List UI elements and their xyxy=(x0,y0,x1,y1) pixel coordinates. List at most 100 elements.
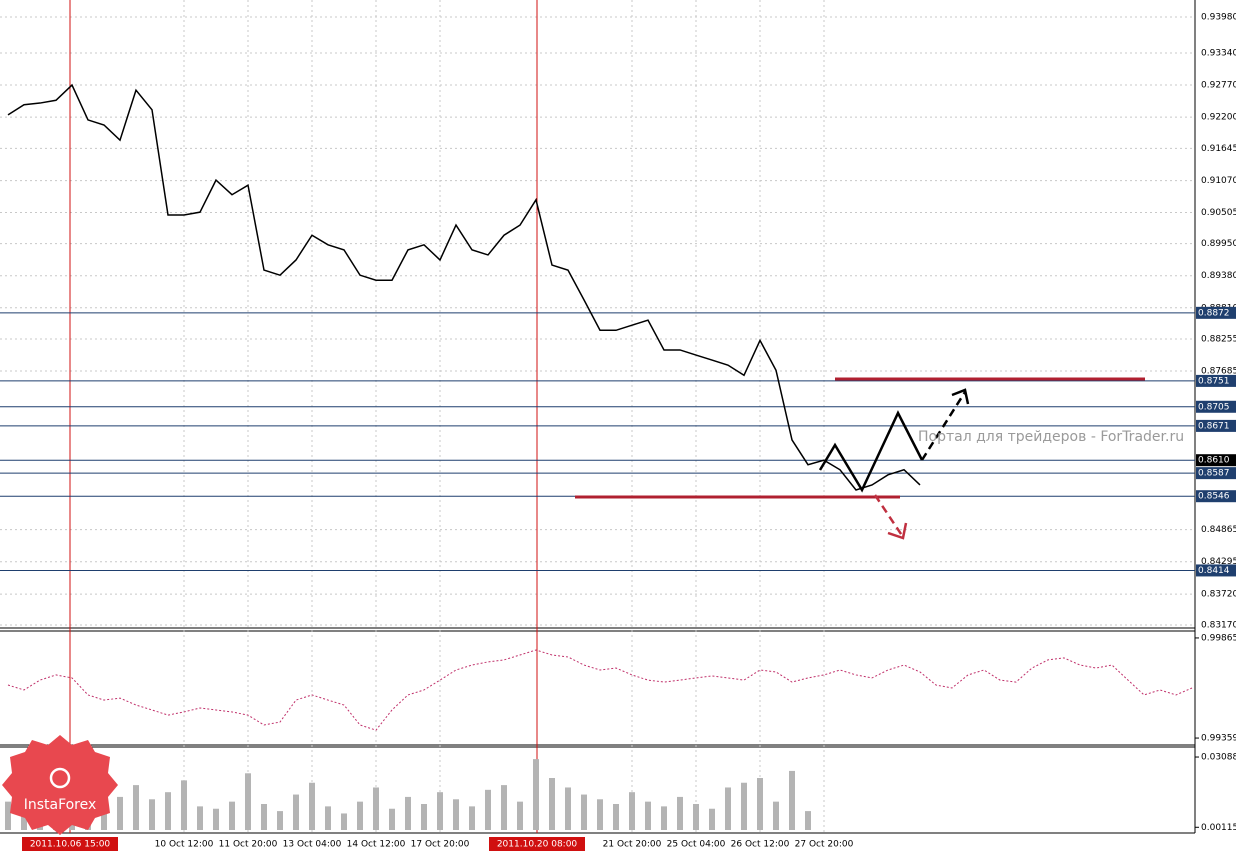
volume-bar xyxy=(725,787,731,830)
volume-bar xyxy=(149,799,155,830)
level-label: 0.8671 xyxy=(1198,421,1230,431)
level-label: 0.8705 xyxy=(1198,402,1230,412)
volume-bar xyxy=(309,782,315,830)
logo-badge xyxy=(2,735,118,835)
y-tick-label: 0.88255 xyxy=(1201,334,1236,344)
y-tick-label: 0.87685 xyxy=(1201,367,1236,377)
volume-bar xyxy=(389,808,395,830)
volume-bar xyxy=(517,801,523,830)
volume-bar xyxy=(373,787,379,830)
logo-text: InstaForex xyxy=(24,797,97,813)
y-tick-label: 0.89950 xyxy=(1201,239,1236,249)
volume-bar xyxy=(645,801,651,830)
y-tick-label: 0.92770 xyxy=(1201,81,1236,91)
level-label: 0.8587 xyxy=(1198,469,1230,479)
arrow-head xyxy=(887,522,908,540)
volume-bar xyxy=(597,799,603,830)
volume-bar xyxy=(789,770,795,830)
logo-icon xyxy=(49,767,71,789)
x-tick-label: 17 Oct 20:00 xyxy=(411,840,470,850)
volume-bar xyxy=(341,813,347,830)
level-label-box xyxy=(1196,419,1236,432)
y-tick-label: 0.93340 xyxy=(1201,48,1236,58)
y-tick-label: 0.00115 xyxy=(1201,823,1236,833)
volume-bar xyxy=(805,811,811,830)
volume-bar xyxy=(773,801,779,830)
y-tick-label: 0.99359 xyxy=(1201,734,1236,744)
x-tick-label: 13 Oct 04:00 xyxy=(283,840,342,850)
volume-bar xyxy=(613,804,619,830)
level-label: 0.8751 xyxy=(1198,376,1230,386)
forecast-path xyxy=(818,410,924,493)
y-tick-label: 0.92200 xyxy=(1201,113,1236,123)
y-tick-label: 0.83170 xyxy=(1201,621,1236,631)
level-label-box xyxy=(1196,306,1236,319)
volume-bar xyxy=(485,789,491,830)
volume-bar xyxy=(213,808,219,830)
volume-bar xyxy=(197,806,203,830)
volume-bar xyxy=(741,782,747,830)
volume-bar xyxy=(277,811,283,830)
volume-bar xyxy=(549,778,555,830)
level-label-box xyxy=(1196,467,1236,480)
volume-bar xyxy=(405,796,411,830)
marker-label: 2011.10.20 08:00 xyxy=(497,840,578,850)
y-tick-label: 0.91070 xyxy=(1201,176,1236,186)
y-tick-label: 0.90505 xyxy=(1201,208,1236,218)
y-tick-label: 0.93980 xyxy=(1201,13,1236,23)
volume-bar xyxy=(101,811,107,830)
marker-label-box xyxy=(489,837,585,851)
volume-bar xyxy=(661,806,667,830)
level-label-box xyxy=(1196,400,1236,413)
volume-bar xyxy=(229,801,235,830)
x-tick-label: 27 Oct 20:00 xyxy=(795,840,854,850)
volume-bar xyxy=(293,794,299,830)
y-tick-label: 0.03088 xyxy=(1201,753,1236,763)
volume-bar xyxy=(5,801,11,830)
volume-bar xyxy=(693,804,699,830)
volume-bar xyxy=(629,792,635,830)
volume-bar xyxy=(181,780,187,830)
arrow-head xyxy=(951,388,970,405)
volume-bar xyxy=(453,799,459,830)
grid xyxy=(0,0,1199,833)
marker-label-box xyxy=(22,837,118,851)
price-line xyxy=(7,83,921,491)
volume-bar xyxy=(581,794,587,830)
y-tick-label: 0.91645 xyxy=(1201,144,1236,154)
volume-bar xyxy=(133,785,139,830)
y-tick-label: 0.83720 xyxy=(1201,590,1236,600)
watermark: Портал для трейдеров - ForTrader.ru xyxy=(918,429,1184,445)
level-label-box xyxy=(1196,490,1236,503)
indicator-line xyxy=(7,649,1193,731)
y-tick-label: 0.84865 xyxy=(1201,525,1236,535)
y-tick-label: 0.84295 xyxy=(1201,557,1236,567)
volume-bar xyxy=(117,796,123,830)
volume-bar xyxy=(437,792,443,830)
volume-bar xyxy=(677,796,683,830)
volume-bar xyxy=(245,773,251,830)
marks xyxy=(0,83,1195,830)
level-label: 0.8610 xyxy=(1198,456,1230,466)
x-tick-label: 26 Oct 12:00 xyxy=(731,840,790,850)
forecast-up xyxy=(920,391,967,461)
volume-bar xyxy=(357,801,363,830)
volume-bar xyxy=(533,759,539,830)
x-tick-label: 25 Oct 04:00 xyxy=(667,840,726,850)
x-tick-label: 14 Oct 12:00 xyxy=(347,840,406,850)
level-label: 0.8872 xyxy=(1198,308,1230,318)
level-label: 0.8546 xyxy=(1198,492,1230,502)
x-tick-label: 11 Oct 20:00 xyxy=(219,840,278,850)
volume-bar xyxy=(261,804,267,830)
x-tick-label: 10 Oct 12:00 xyxy=(155,840,214,850)
forecast-down xyxy=(873,494,905,538)
volume-bar xyxy=(565,787,571,830)
level-label: 0.8414 xyxy=(1198,566,1230,576)
marker-label: 2011.10.06 15:00 xyxy=(30,840,111,850)
volume-bar xyxy=(165,792,171,830)
x-tick-label: 21 Oct 20:00 xyxy=(603,840,662,850)
level-label-box xyxy=(1196,454,1236,467)
level-label-box xyxy=(1196,564,1236,577)
